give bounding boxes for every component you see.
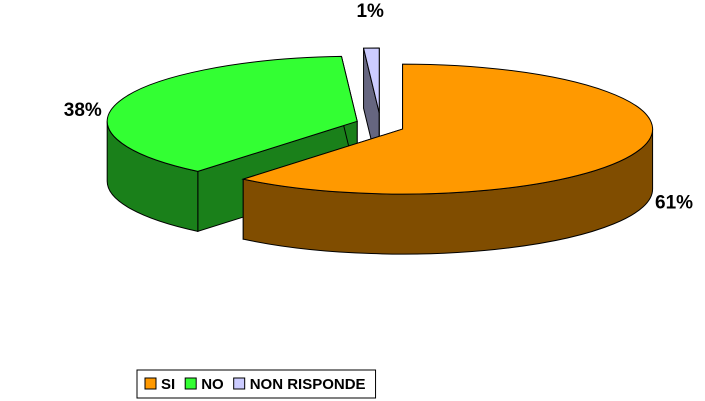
data-label: 61%: [655, 192, 693, 213]
slice-top: [362, 47, 380, 114]
data-label: 38%: [64, 100, 102, 121]
legend-swatch: [144, 377, 157, 390]
legend-label: NON RISPONDE: [250, 376, 366, 393]
legend-box: [136, 369, 377, 399]
legend-label: SI: [161, 376, 175, 393]
slice-top: [106, 55, 358, 172]
legend: SI NO NON RISPONDE: [136, 369, 377, 399]
slice: [241, 63, 654, 255]
slice-top: [241, 63, 654, 195]
data-label: 1%: [356, 1, 384, 22]
legend-swatch: [233, 377, 246, 390]
legend-label: NO: [201, 376, 224, 393]
legend-swatch: [184, 377, 197, 390]
